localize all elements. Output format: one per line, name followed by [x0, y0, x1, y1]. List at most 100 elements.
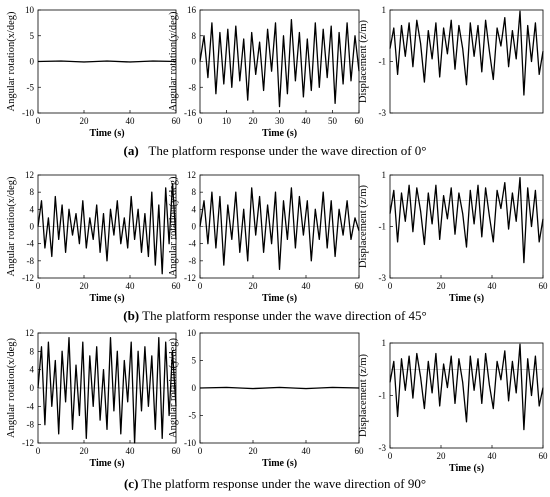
a2-xtick-label-2: 20: [249, 116, 259, 126]
b3-xtick-label-3: 60: [539, 281, 549, 291]
b1-x-axis-label: Time (s): [89, 293, 124, 304]
b2-xtick-label-3: 60: [355, 281, 365, 291]
a1-ytick-label-1: 5: [30, 31, 35, 41]
b2-x-axis-label: Time (s): [262, 293, 297, 304]
a2-ytick-label-4: -16: [184, 108, 196, 118]
c3-ytick-label-0: 1: [382, 338, 387, 348]
b1-ytick-label-0: 12: [25, 170, 34, 180]
a2-y-axis-label: Angular rotation(y/deg): [168, 11, 179, 112]
b3-ytick-label-0: 1: [382, 170, 387, 180]
b2-ytick-label-6: -12: [184, 273, 196, 283]
a3-ytick-label-1: -1: [379, 57, 387, 67]
c1-ytick-label-0: 12: [25, 328, 34, 338]
caption-b: (b) The platform response under the wave…: [0, 308, 550, 324]
a1-y-axis-label: Angular rotation(x/deg): [6, 11, 17, 112]
b1-xtick-label-1: 20: [80, 281, 90, 291]
caption-b-text: The platform response under the wave dir…: [142, 308, 427, 323]
b1-ytick-label-2: 4: [30, 204, 35, 214]
b3-xtick-label-0: 0: [388, 281, 393, 291]
b3-ytick-label-1: -1: [379, 222, 387, 232]
c1-xtick-label-1: 20: [80, 446, 90, 456]
c1-xtick-label-2: 40: [126, 446, 136, 456]
c2-ytick-label-4: -10: [184, 438, 196, 448]
c2-xtick-label-2: 40: [302, 446, 312, 456]
b1-xtick-label-3: 60: [172, 281, 182, 291]
caption-c: (c) The platform response under the wave…: [0, 476, 550, 492]
c1-ytick-label-6: -12: [22, 438, 34, 448]
b1-ytick-label-5: -8: [27, 256, 35, 266]
a2-xtick-label-6: 60: [355, 116, 365, 126]
b3-xtick-label-1: 20: [437, 281, 447, 291]
a2-ytick-label-0: 16: [187, 5, 197, 15]
caption-a: (a) The platform response under the wave…: [0, 143, 550, 159]
a1-xtick-label-1: 20: [80, 116, 90, 126]
a1-ytick-label-4: -10: [22, 108, 34, 118]
a2-ytick-label-1: 8: [192, 31, 197, 41]
b1-series-line-0: [37, 182, 177, 275]
caption-a-label: (a): [123, 143, 139, 158]
a2-xtick-label-0: 0: [198, 116, 203, 126]
c2-ytick-label-1: 5: [192, 356, 197, 366]
c1-ytick-label-1: 8: [30, 346, 35, 356]
c1-y-axis-label: Angular rotation(x/deg): [6, 337, 17, 438]
b2-ytick-label-2: 4: [192, 204, 197, 214]
b2-xtick-label-2: 40: [302, 281, 312, 291]
a2-xtick-label-4: 40: [302, 116, 312, 126]
b2-ytick-label-5: -8: [189, 256, 197, 266]
a2-ytick-label-3: -8: [189, 82, 197, 92]
c2-x-axis-label: Time (s): [262, 458, 297, 469]
c3-series-line-0: [389, 343, 544, 431]
a3-y-axis-label: Displacement (z/m): [358, 19, 369, 103]
c2-y-axis-label: Angular rotation(y/deg): [168, 337, 179, 438]
c2-series-line-0: [199, 386, 360, 390]
a3-series-line-0: [389, 10, 544, 96]
c2-ytick-label-3: -5: [189, 411, 197, 421]
b3-xtick-label-2: 40: [488, 281, 498, 291]
b1-ytick-label-1: 8: [30, 187, 35, 197]
a1-xtick-label-3: 60: [172, 116, 182, 126]
c2-xtick-label-1: 20: [249, 446, 259, 456]
b2-ytick-label-4: -4: [189, 239, 197, 249]
c2-xtick-label-3: 60: [355, 446, 365, 456]
b1-xtick-label-0: 0: [36, 281, 41, 291]
b1-xtick-label-2: 40: [126, 281, 136, 291]
a1-ytick-label-0: 10: [25, 5, 35, 15]
c3-ytick-label-2: -3: [379, 443, 387, 453]
b1-ytick-label-4: -4: [27, 239, 35, 249]
caption-c-label: (c): [123, 476, 139, 491]
a2-series-line-0: [199, 19, 360, 108]
c1-series-line-0: [37, 336, 177, 444]
a1-ytick-label-3: -5: [27, 82, 35, 92]
c1-ytick-label-3: 0: [30, 383, 35, 393]
c3-x-axis-label: Time (s): [449, 463, 484, 474]
c3-xtick-label-3: 60: [539, 451, 549, 461]
a1-xtick-label-2: 40: [126, 116, 136, 126]
b1-y-axis-label: Angular rotation(x/deg): [6, 176, 17, 277]
caption-a-text: The platform response under the wave dir…: [148, 143, 427, 158]
b3-y-axis-label: Displacement (z/m): [358, 184, 369, 268]
c3-y-axis-label: Displacement (z/m): [358, 353, 369, 437]
a2-xtick-label-1: 10: [222, 116, 232, 126]
a1-ytick-label-2: 0: [30, 57, 35, 67]
b2-xtick-label-1: 20: [249, 281, 259, 291]
c1-x-axis-label: Time (s): [89, 458, 124, 469]
c2-ytick-label-2: 0: [192, 383, 197, 393]
a2-ytick-label-2: 0: [192, 57, 197, 67]
b2-ytick-label-0: 12: [187, 170, 196, 180]
a3-ytick-label-2: -3: [379, 108, 387, 118]
a2-xtick-label-3: 30: [275, 116, 285, 126]
b1-ytick-label-6: -12: [22, 273, 34, 283]
c1-ytick-label-4: -4: [27, 401, 35, 411]
b3-ytick-label-2: -3: [379, 273, 387, 283]
c3-xtick-label-0: 0: [388, 451, 393, 461]
b2-y-axis-label: Angular rotation(y/deg): [168, 176, 179, 277]
b3-x-axis-label: Time (s): [449, 293, 484, 304]
a1-xtick-label-0: 0: [36, 116, 41, 126]
c1-ytick-label-2: 4: [30, 365, 35, 375]
c3-ytick-label-1: -1: [379, 391, 387, 401]
b3-series-line-0: [389, 176, 544, 264]
a2-xtick-label-5: 50: [328, 116, 338, 126]
a2-x-axis-label: Time (s): [262, 128, 297, 139]
a1-series-line-0: [37, 60, 177, 63]
